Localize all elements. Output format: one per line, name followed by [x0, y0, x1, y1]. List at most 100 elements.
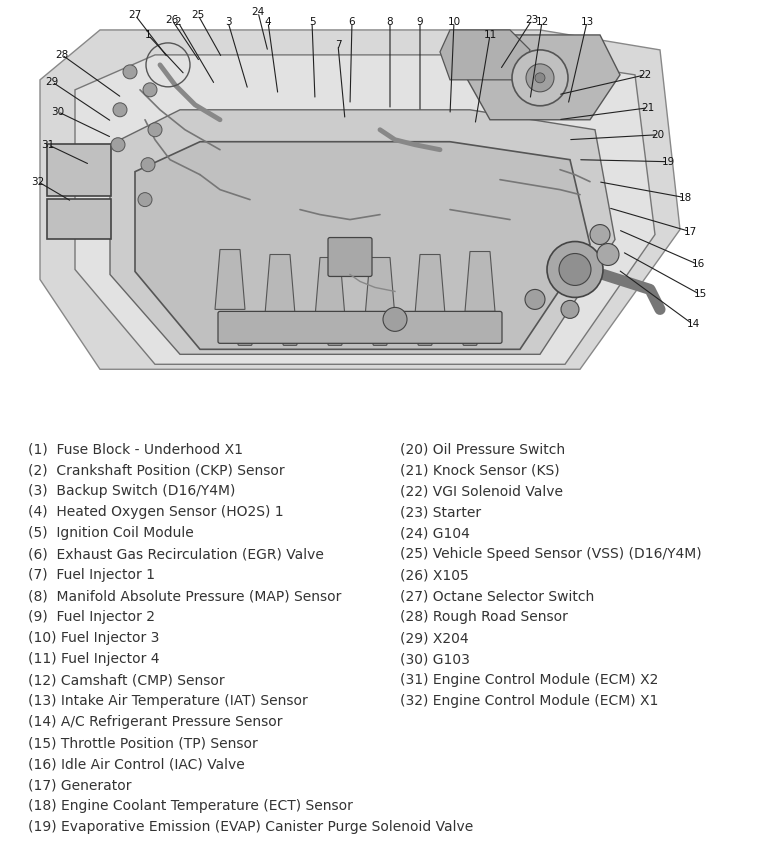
Text: 3: 3 — [225, 17, 231, 27]
Circle shape — [143, 83, 157, 97]
Text: (6)  Exhaust Gas Recirculation (EGR) Valve: (6) Exhaust Gas Recirculation (EGR) Valv… — [28, 547, 324, 561]
Polygon shape — [40, 30, 680, 369]
Text: (4)  Heated Oxygen Sensor (HO2S) 1: (4) Heated Oxygen Sensor (HO2S) 1 — [28, 505, 283, 519]
Circle shape — [525, 290, 545, 310]
Circle shape — [559, 253, 591, 285]
Text: 28: 28 — [55, 50, 68, 60]
Text: (11) Fuel Injector 4: (11) Fuel Injector 4 — [28, 652, 160, 666]
FancyBboxPatch shape — [47, 144, 111, 196]
Text: (27) Octane Selector Switch: (27) Octane Selector Switch — [400, 589, 594, 603]
Circle shape — [512, 50, 568, 106]
Text: (9)  Fuel Injector 2: (9) Fuel Injector 2 — [28, 610, 155, 624]
Text: 18: 18 — [678, 192, 692, 203]
Text: 10: 10 — [448, 17, 461, 27]
Text: 22: 22 — [638, 70, 651, 80]
Text: (19) Evaporative Emission (EVAP) Canister Purge Solenoid Valve: (19) Evaporative Emission (EVAP) Caniste… — [28, 820, 473, 834]
Polygon shape — [440, 30, 530, 80]
Text: (8)  Manifold Absolute Pressure (MAP) Sensor: (8) Manifold Absolute Pressure (MAP) Sen… — [28, 589, 341, 603]
Text: (13) Intake Air Temperature (IAT) Sensor: (13) Intake Air Temperature (IAT) Sensor — [28, 694, 308, 708]
Text: 12: 12 — [535, 17, 548, 27]
Text: (23) Starter: (23) Starter — [400, 505, 481, 519]
FancyBboxPatch shape — [418, 313, 432, 345]
Text: 30: 30 — [51, 107, 65, 117]
Text: 6: 6 — [349, 17, 356, 27]
FancyBboxPatch shape — [328, 313, 342, 345]
Text: 21: 21 — [641, 103, 654, 113]
Text: 5: 5 — [309, 17, 316, 27]
Text: (20) Oil Pressure Switch: (20) Oil Pressure Switch — [400, 442, 565, 456]
Text: 14: 14 — [687, 319, 700, 329]
Text: 17: 17 — [684, 226, 697, 237]
Text: (7)  Fuel Injector 1: (7) Fuel Injector 1 — [28, 568, 155, 582]
Circle shape — [526, 64, 554, 92]
Polygon shape — [365, 257, 395, 317]
Text: 26: 26 — [165, 15, 179, 25]
Text: 32: 32 — [31, 177, 45, 186]
FancyBboxPatch shape — [328, 238, 372, 277]
Circle shape — [597, 244, 619, 265]
Text: 15: 15 — [694, 290, 707, 299]
Polygon shape — [135, 141, 590, 349]
Text: 11: 11 — [483, 30, 497, 40]
FancyBboxPatch shape — [463, 313, 477, 345]
Text: (12) Camshaft (CMP) Sensor: (12) Camshaft (CMP) Sensor — [28, 673, 224, 687]
Text: (2)  Crankshaft Position (CKP) Sensor: (2) Crankshaft Position (CKP) Sensor — [28, 463, 285, 477]
Circle shape — [535, 73, 545, 83]
Circle shape — [113, 103, 127, 117]
Text: 7: 7 — [335, 40, 341, 50]
Text: (21) Knock Sensor (KS): (21) Knock Sensor (KS) — [400, 463, 560, 477]
Text: 24: 24 — [251, 7, 265, 17]
Text: (16) Idle Air Control (IAC) Valve: (16) Idle Air Control (IAC) Valve — [28, 757, 245, 771]
Text: (1)  Fuse Block - Underhood X1: (1) Fuse Block - Underhood X1 — [28, 442, 243, 456]
Text: (26) X105: (26) X105 — [400, 568, 468, 582]
Polygon shape — [415, 255, 445, 315]
Text: 20: 20 — [651, 130, 664, 140]
Text: (10) Fuel Injector 3: (10) Fuel Injector 3 — [28, 631, 160, 645]
FancyBboxPatch shape — [238, 313, 252, 345]
Text: 27: 27 — [128, 10, 141, 20]
Polygon shape — [215, 250, 245, 310]
Circle shape — [141, 158, 155, 172]
Text: 19: 19 — [661, 157, 674, 166]
FancyBboxPatch shape — [283, 313, 297, 345]
Text: (32) Engine Control Module (ECM) X1: (32) Engine Control Module (ECM) X1 — [400, 694, 658, 708]
Circle shape — [138, 192, 152, 206]
Circle shape — [111, 138, 125, 152]
Text: 4: 4 — [265, 17, 271, 27]
Text: (17) Generator: (17) Generator — [28, 778, 131, 792]
Polygon shape — [465, 251, 495, 311]
Text: (30) G103: (30) G103 — [400, 652, 470, 666]
Text: (15) Throttle Position (TP) Sensor: (15) Throttle Position (TP) Sensor — [28, 736, 258, 750]
Circle shape — [561, 301, 579, 318]
Text: 29: 29 — [45, 77, 58, 87]
Text: 8: 8 — [386, 17, 393, 27]
FancyBboxPatch shape — [47, 199, 111, 238]
Text: (14) A/C Refrigerant Pressure Sensor: (14) A/C Refrigerant Pressure Sensor — [28, 715, 283, 729]
Circle shape — [590, 225, 610, 244]
Text: (5)  Ignition Coil Module: (5) Ignition Coil Module — [28, 526, 194, 540]
Polygon shape — [462, 35, 620, 120]
Polygon shape — [265, 255, 295, 315]
Text: 2: 2 — [174, 17, 181, 27]
Text: (24) G104: (24) G104 — [400, 526, 470, 540]
Text: (25) Vehicle Speed Sensor (VSS) (D16/Y4M): (25) Vehicle Speed Sensor (VSS) (D16/Y4M… — [400, 547, 702, 561]
Text: 16: 16 — [691, 259, 704, 270]
Text: (18) Engine Coolant Temperature (ECT) Sensor: (18) Engine Coolant Temperature (ECT) Se… — [28, 799, 353, 813]
FancyBboxPatch shape — [218, 311, 502, 343]
Text: (3)  Backup Switch (D16/Y4M): (3) Backup Switch (D16/Y4M) — [28, 484, 235, 499]
Text: 9: 9 — [417, 17, 423, 27]
Polygon shape — [110, 110, 615, 355]
Text: 1: 1 — [144, 30, 151, 40]
Text: 23: 23 — [525, 15, 538, 25]
FancyBboxPatch shape — [373, 313, 387, 345]
Text: (28) Rough Road Sensor: (28) Rough Road Sensor — [400, 610, 568, 624]
Circle shape — [383, 308, 407, 331]
Text: (29) X204: (29) X204 — [400, 631, 468, 645]
Text: (22) VGI Solenoid Valve: (22) VGI Solenoid Valve — [400, 484, 563, 499]
Text: 25: 25 — [191, 10, 204, 20]
Polygon shape — [315, 257, 345, 317]
Circle shape — [148, 123, 162, 137]
Polygon shape — [75, 55, 655, 364]
Circle shape — [547, 242, 603, 297]
Circle shape — [123, 65, 137, 79]
